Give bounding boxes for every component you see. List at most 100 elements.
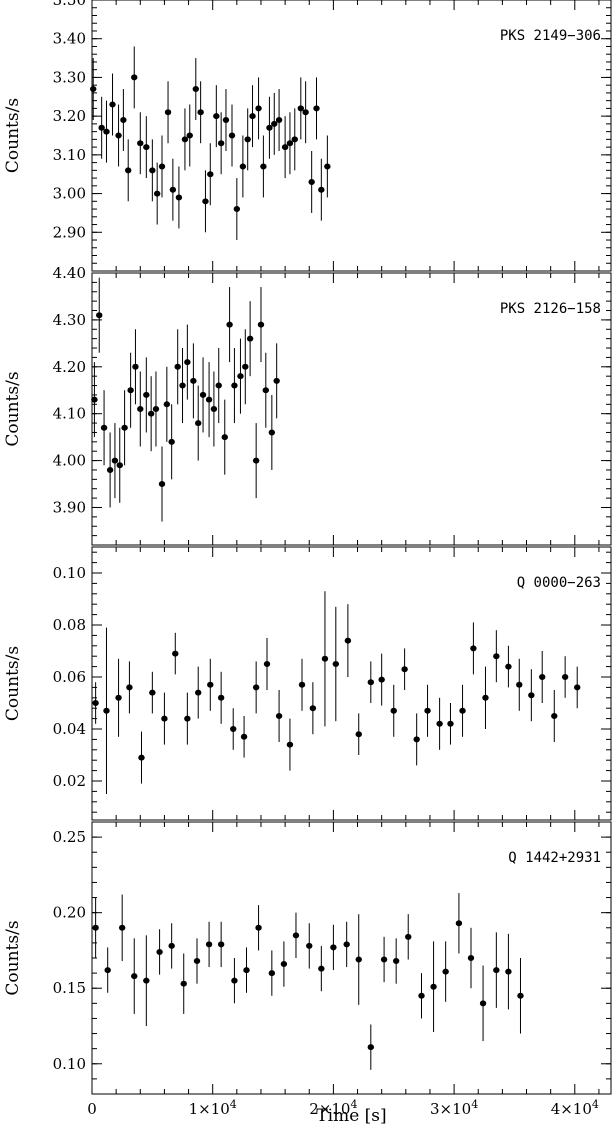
data-point [168, 943, 174, 949]
y-tick-label: 4.30 [53, 311, 86, 329]
x-tick-label: 1×104 [189, 1098, 237, 1118]
data-point [551, 713, 557, 719]
data-point [218, 941, 224, 947]
y-tick-label: 0.10 [53, 564, 86, 582]
data-point [126, 684, 132, 690]
data-point [430, 984, 436, 990]
data-point [368, 1044, 374, 1050]
data-point [170, 187, 176, 193]
data-point [165, 109, 171, 115]
data-point [194, 958, 200, 964]
data-point [318, 187, 324, 193]
panel-1: 2.90 3.00 3.10 3.20 3.30 3.40 3.50 Counts/s PKS … [3, 0, 611, 271]
data-point [330, 944, 336, 950]
data-point [378, 677, 384, 683]
data-point [424, 708, 430, 714]
data-point [115, 695, 121, 701]
data-point [218, 140, 224, 146]
data-point [287, 742, 293, 748]
data-point [197, 109, 203, 115]
data-point [324, 163, 330, 169]
data-point [109, 102, 115, 108]
x-tick-label: 3×104 [430, 1098, 478, 1118]
data-point [120, 117, 126, 123]
data-point [281, 961, 287, 967]
data-point [143, 978, 149, 984]
y-tick-label: 0.25 [53, 828, 86, 846]
data-point [92, 925, 98, 931]
data-point [174, 364, 180, 370]
data-point [206, 397, 212, 403]
panel-title: PKS 2126−158 [500, 301, 601, 317]
data-point [149, 167, 155, 173]
panel-title: Q 1442+2931 [508, 850, 601, 866]
data-point [176, 194, 182, 200]
y-tick-label: 0.08 [53, 616, 86, 634]
data-point [143, 144, 149, 150]
data-point [255, 925, 261, 931]
data-point [103, 129, 109, 135]
data-point [156, 949, 162, 955]
data-point [101, 425, 107, 431]
data-point [269, 970, 275, 976]
data-point [115, 133, 121, 139]
data-point [368, 679, 374, 685]
y-tick-label: 0.10 [53, 1055, 86, 1073]
y-axis-label: Counts/s [3, 920, 23, 995]
data-point [229, 133, 235, 139]
data-point [322, 656, 328, 662]
data-point [98, 125, 104, 131]
data-point [168, 439, 174, 445]
data-point [456, 920, 462, 926]
data-point [482, 695, 488, 701]
y-tick-label: 0.06 [53, 668, 86, 686]
data-point [131, 74, 137, 80]
data-point [243, 967, 249, 973]
data-point [276, 713, 282, 719]
data-point [131, 973, 137, 979]
data-point [153, 406, 159, 412]
data-point [195, 690, 201, 696]
data-point [96, 312, 102, 318]
data-point [333, 661, 339, 667]
y-tick-label: 3.50 [53, 0, 86, 9]
data-point [249, 113, 255, 119]
data-point [318, 966, 324, 972]
data-point [247, 336, 253, 342]
data-point [401, 666, 407, 672]
data-point [381, 957, 387, 963]
y-tick-label: 3.40 [53, 30, 86, 48]
y-tick-label: 3.90 [53, 498, 86, 516]
y-tick-label: 3.30 [53, 68, 86, 86]
data-point [107, 467, 113, 473]
data-point [90, 86, 96, 92]
data-point [418, 993, 424, 999]
y-tick-label: 0.15 [53, 979, 86, 997]
data-point [218, 695, 224, 701]
panel-2: 3.90 4.00 4.10 4.20 4.30 4.40 Counts/s PKS 2126… [3, 264, 611, 545]
data-point [302, 109, 308, 115]
data-point [263, 387, 269, 393]
panel-4: 0.10 0.15 0.20 0.25 Counts/s Q 1442+2931 0 1×10… [3, 822, 611, 1118]
panel-3: 0.020.040.060.080.10Counts/sQ 0000−263 [3, 547, 611, 820]
y-tick-label: 2.90 [53, 223, 86, 241]
data-point [260, 163, 266, 169]
data-point [436, 721, 442, 727]
y-tick-label: 4.40 [53, 264, 86, 282]
y-axis-label: Counts/s [3, 371, 23, 446]
data-point [276, 117, 282, 123]
data-point [405, 934, 411, 940]
y-axis-label: Counts/s [3, 646, 23, 721]
y-axis-label: Counts/s [3, 98, 23, 173]
data-point [269, 429, 275, 435]
data-point [137, 140, 143, 146]
data-point [137, 406, 143, 412]
x-tick-label: 4×104 [551, 1098, 599, 1118]
data-point [121, 425, 127, 431]
data-point [313, 105, 319, 111]
data-point [393, 958, 399, 964]
data-point [245, 136, 251, 142]
data-point [493, 653, 499, 659]
data-point [310, 705, 316, 711]
